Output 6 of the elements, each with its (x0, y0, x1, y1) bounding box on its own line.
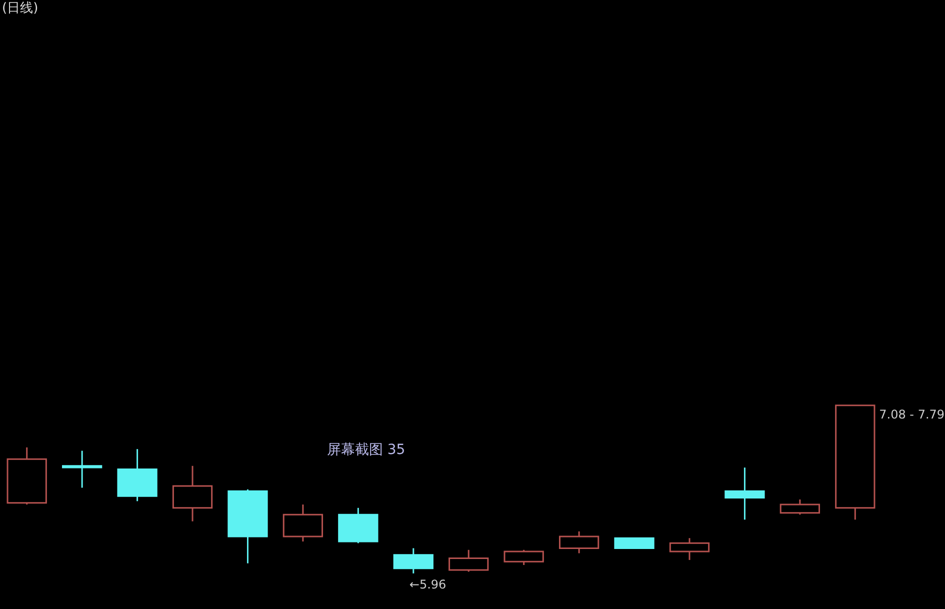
candlestick (724, 466, 765, 520)
chart-title: (日线) (2, 1, 38, 16)
annotation: 屏幕截图 35 (326, 442, 406, 458)
text: ←5.96 (409, 577, 446, 592)
candlestick (62, 450, 102, 488)
annotation: 7.08 - 7.79 (879, 407, 945, 422)
